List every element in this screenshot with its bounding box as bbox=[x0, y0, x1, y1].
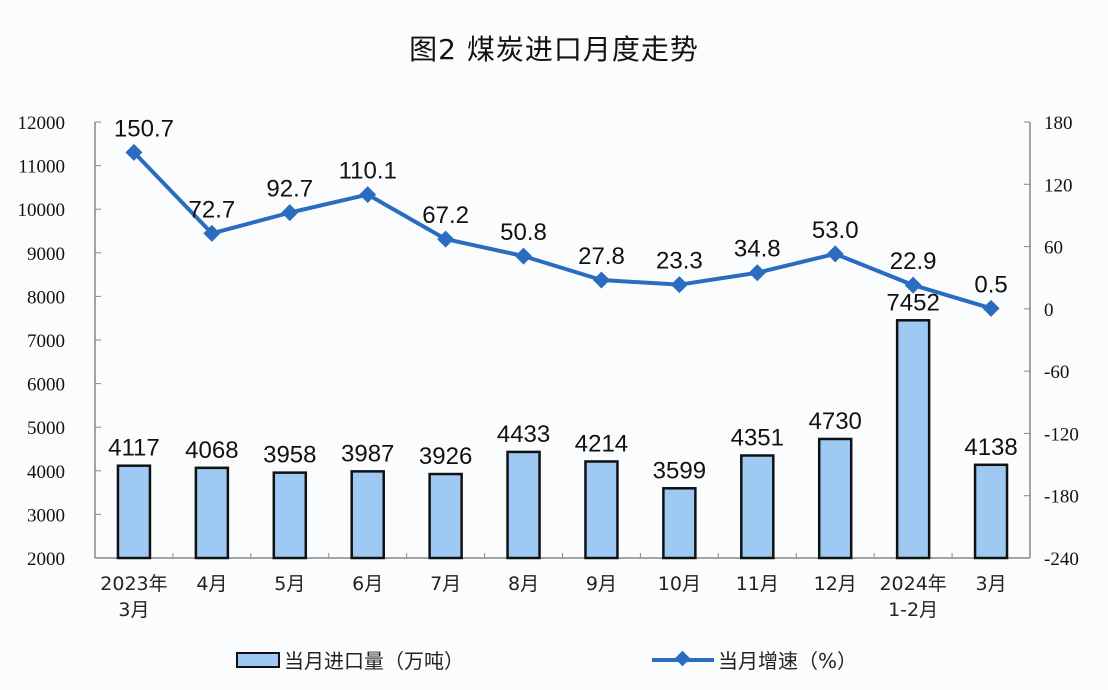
left-axis-tick-label: 12000 bbox=[18, 113, 66, 134]
bar bbox=[428, 472, 463, 560]
bar-value-label: 4068 bbox=[185, 437, 238, 464]
x-axis-category-label: 11月 bbox=[736, 573, 779, 595]
right-axis-tick-label: 60 bbox=[1044, 238, 1063, 259]
right-axis-tick-label: 120 bbox=[1044, 175, 1073, 196]
x-axis-category-label: 6月 bbox=[352, 573, 383, 595]
diamond-marker-icon bbox=[359, 186, 377, 204]
right-axis-tick-label: -60 bbox=[1044, 362, 1069, 383]
right-axis-tick-label: 0 bbox=[1044, 300, 1054, 321]
left-axis-tick-label: 10000 bbox=[18, 200, 66, 221]
x-axis-category-label: 2023年 bbox=[100, 573, 167, 595]
diamond-marker-icon bbox=[904, 276, 922, 294]
x-axis-category-label: 2024年 bbox=[879, 573, 946, 595]
bar-value-label: 7452 bbox=[886, 289, 939, 316]
right-axis-tick-label: -180 bbox=[1044, 487, 1079, 508]
diamond-marker-icon bbox=[203, 224, 221, 242]
legend-bar-swatch-icon bbox=[236, 651, 280, 668]
x-axis-category-label: 1-2月 bbox=[888, 599, 938, 621]
diamond-marker-icon bbox=[670, 276, 688, 294]
line-value-label: 53.0 bbox=[812, 217, 859, 244]
line-value-label: 92.7 bbox=[266, 176, 313, 203]
x-axis-category-label: 5月 bbox=[274, 573, 305, 595]
left-axis-tick-label: 5000 bbox=[27, 418, 65, 439]
bar-value-label: 3958 bbox=[263, 442, 316, 469]
bar-value-label: 4138 bbox=[964, 434, 1017, 461]
bar-value-label: 4214 bbox=[575, 430, 628, 457]
bar-value-label: 4730 bbox=[809, 408, 862, 435]
diamond-marker-icon bbox=[826, 245, 844, 263]
line-value-label: 67.2 bbox=[422, 202, 469, 229]
bar-value-label: 4351 bbox=[731, 424, 784, 451]
bar bbox=[973, 463, 1009, 560]
line-value-label: 22.9 bbox=[890, 248, 937, 275]
line-value-label: 0.5 bbox=[974, 271, 1007, 298]
line-value-label: 50.8 bbox=[500, 219, 547, 246]
chart-title: 图2 煤炭进口月度走势 bbox=[409, 33, 699, 66]
diamond-marker-icon bbox=[592, 271, 610, 289]
x-axis-category-label: 4月 bbox=[196, 573, 227, 595]
x-axis-category-label: 9月 bbox=[586, 573, 617, 595]
bar bbox=[350, 470, 385, 560]
bar-value-label: 3987 bbox=[341, 440, 394, 467]
legend-line-label: 当月增速（%） bbox=[718, 649, 858, 673]
bar bbox=[116, 464, 152, 560]
x-axis-category-label: 10月 bbox=[658, 573, 701, 595]
bar bbox=[817, 437, 853, 560]
bar-value-label: 4117 bbox=[108, 435, 160, 462]
line-value-label: 23.3 bbox=[656, 248, 703, 275]
diamond-marker-icon bbox=[437, 230, 455, 248]
left-axis-tick-label: 4000 bbox=[27, 462, 65, 483]
line-value-label: 27.8 bbox=[578, 243, 625, 270]
legend-bar: 当月进口量（万吨） bbox=[236, 645, 464, 674]
legend-line: 当月增速（%） bbox=[652, 645, 857, 674]
left-axis-tick-label: 6000 bbox=[27, 375, 65, 396]
x-axis-category-label: 3月 bbox=[118, 599, 149, 621]
x-axis-category-label: 3月 bbox=[975, 573, 1006, 595]
line-value-label: 72.7 bbox=[189, 196, 236, 223]
bar-value-label: 4433 bbox=[497, 421, 550, 448]
legend-line-marker-icon bbox=[652, 657, 714, 662]
bar bbox=[194, 466, 230, 560]
diamond-marker-icon bbox=[125, 143, 143, 161]
bar bbox=[584, 460, 619, 560]
diamond-marker-icon bbox=[982, 299, 1000, 317]
bar-value-label: 3599 bbox=[653, 457, 706, 484]
diamond-marker-icon bbox=[281, 204, 299, 222]
right-axis-tick-label: -240 bbox=[1044, 549, 1079, 570]
bar bbox=[506, 450, 541, 560]
line-value-label: 150.7 bbox=[114, 115, 174, 142]
bar bbox=[895, 319, 931, 560]
x-axis-category-label: 8月 bbox=[508, 573, 539, 595]
bar bbox=[740, 454, 775, 560]
line-value-label: 34.8 bbox=[734, 236, 781, 263]
right-axis-tick-label: -120 bbox=[1044, 424, 1079, 445]
bar bbox=[662, 487, 697, 560]
left-axis-tick-label: 11000 bbox=[18, 157, 65, 178]
left-axis-tick-label: 9000 bbox=[27, 244, 65, 265]
line-value-label: 110.1 bbox=[339, 158, 397, 185]
legend-bar-label: 当月进口量（万吨） bbox=[284, 649, 464, 673]
x-axis-category-label: 7月 bbox=[430, 573, 461, 595]
x-axis-category-label: 12月 bbox=[814, 573, 857, 595]
left-axis-tick-label: 7000 bbox=[27, 331, 65, 352]
left-axis-tick-label: 2000 bbox=[27, 549, 65, 570]
bar bbox=[272, 471, 308, 560]
right-axis-tick-label: 180 bbox=[1044, 113, 1073, 134]
growth-line bbox=[132, 151, 992, 311]
diamond-marker-icon bbox=[515, 247, 533, 265]
diamond-marker-icon bbox=[748, 264, 766, 282]
left-axis-tick-label: 8000 bbox=[27, 287, 65, 308]
bar-value-label: 3926 bbox=[419, 443, 472, 470]
left-axis-tick-label: 3000 bbox=[27, 505, 65, 526]
